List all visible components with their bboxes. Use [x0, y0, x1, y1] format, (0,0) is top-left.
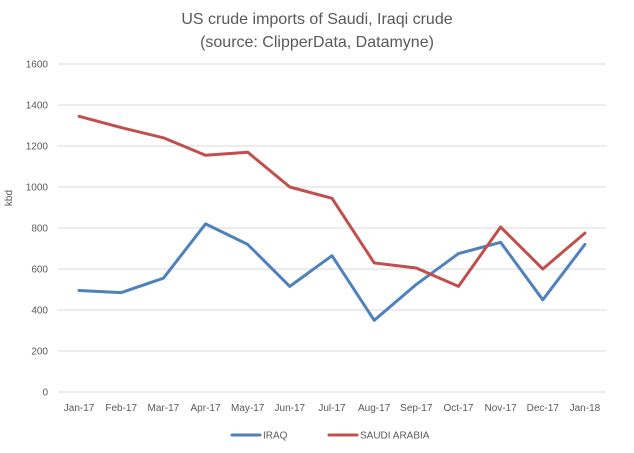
y-tick-label: 400 — [31, 306, 48, 317]
y-tick-label: 0 — [42, 388, 48, 399]
gridlines — [58, 63, 606, 393]
y-tick-label: 1400 — [26, 101, 49, 112]
series-lines — [77, 114, 587, 322]
x-tick-label: Jun-17 — [275, 403, 306, 414]
legend-label: IRAQ — [263, 431, 288, 442]
x-tick-label: Jan-18 — [570, 403, 601, 414]
y-axis-ticks: 0 200 400 600 800 1000 1200 1400 1600 — [26, 60, 49, 399]
y-tick-label: 1200 — [26, 142, 49, 153]
x-tick-label: Oct-17 — [443, 403, 473, 414]
x-tick-label: Jul-17 — [318, 403, 346, 414]
chart-subtitle: (source: ClipperData, Datamyne) — [200, 34, 434, 51]
series-line-saudi-arabia — [77, 114, 587, 288]
x-tick-label: May-17 — [231, 403, 265, 414]
series-line-iraq — [77, 222, 587, 322]
x-tick-label: Apr-17 — [191, 403, 221, 414]
y-tick-label: 800 — [31, 224, 48, 235]
x-tick-label: Aug-17 — [358, 403, 391, 414]
x-tick-label: Nov-17 — [484, 403, 517, 414]
y-tick-label: 1600 — [26, 60, 49, 71]
y-tick-label: 1000 — [26, 183, 49, 194]
x-tick-label: Dec-17 — [527, 403, 560, 414]
x-tick-label: Feb-17 — [105, 403, 137, 414]
x-tick-label: Mar-17 — [148, 403, 180, 414]
x-tick-label: Sep-17 — [400, 403, 433, 414]
legend: IRAQ SAUDI ARABIA — [230, 431, 430, 442]
x-axis-ticks: Jan-17 Feb-17 Mar-17 Apr-17 May-17 Jun-17 Jul-… — [64, 403, 601, 414]
x-tick-label: Jan-17 — [64, 403, 95, 414]
y-tick-label: 200 — [31, 347, 48, 358]
chart-title: US crude imports of Saudi, Iraqi crude — [181, 11, 452, 28]
legend-label: SAUDI ARABIA — [360, 431, 430, 442]
y-tick-label: 600 — [31, 265, 48, 276]
y-axis-title: kbd — [4, 190, 15, 206]
